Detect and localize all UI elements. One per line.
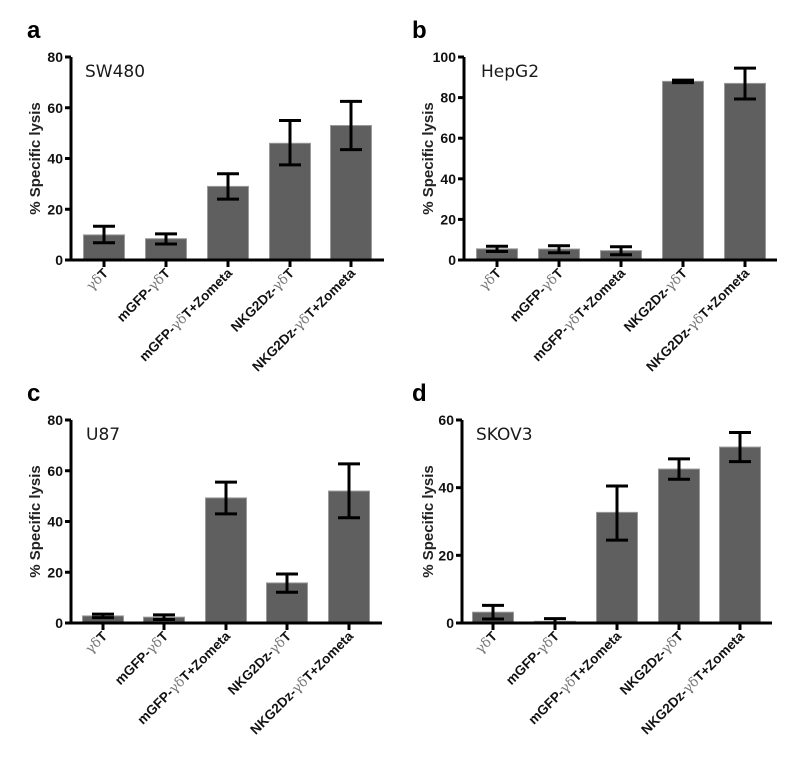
y-tick-label: 60 xyxy=(440,130,456,146)
error-bar xyxy=(92,612,114,620)
y-axis-title: % Specific lysis xyxy=(27,102,44,215)
y-tick-label: 40 xyxy=(47,151,63,167)
y-axis-title: % Specific lysis xyxy=(420,102,437,215)
x-tick-label: mGFP-γδT xyxy=(503,628,563,688)
x-tick-label: γδT xyxy=(83,265,112,294)
y-tick-label: 20 xyxy=(438,547,454,563)
y-tick-label: 40 xyxy=(438,480,454,496)
error-bar xyxy=(729,431,751,464)
y-axis-title: % Specific lysis xyxy=(420,465,437,578)
bar xyxy=(719,446,761,624)
y-tick-label: 80 xyxy=(47,49,63,65)
error-bar xyxy=(276,572,298,594)
error-bar xyxy=(734,66,756,101)
x-tick-label: γδT xyxy=(472,628,501,657)
x-tick-label: γδT xyxy=(82,628,111,657)
panel-c: c U87 % Specific lysis 0 20 40 60 80 γδTmGFP-γδT… xyxy=(27,380,382,738)
y-tick-label: 100 xyxy=(433,49,457,65)
panel-letter: d xyxy=(412,380,427,407)
error-bar xyxy=(217,172,239,201)
error-bar xyxy=(155,232,177,246)
error-bar xyxy=(279,118,301,167)
bar xyxy=(662,80,704,261)
x-tick-label: NKG2Dz-γδT+Zometa xyxy=(638,628,748,738)
error-bar xyxy=(548,244,570,255)
bar xyxy=(658,468,700,624)
y-tick-label: 60 xyxy=(47,100,63,116)
x-tick-label: mGFP-γδT xyxy=(507,265,567,325)
cell-line-title: SW480 xyxy=(85,62,145,82)
panel-letter: c xyxy=(27,380,40,407)
y-tick-label: 40 xyxy=(47,514,63,530)
y-tick-label: 0 xyxy=(55,615,63,631)
error-bar xyxy=(153,613,175,621)
y-axis-title: % Specific lysis xyxy=(27,465,44,578)
x-tick-label: NKG2Dz-γδT+Zometa xyxy=(643,265,753,375)
x-tick-label: γδT xyxy=(476,265,505,294)
panel-letter: a xyxy=(27,17,41,44)
cell-line-title: SKOV3 xyxy=(476,425,533,445)
cell-line-title: HepG2 xyxy=(481,62,539,82)
x-tick-label: NKG2Dz-γδT+Zometa xyxy=(247,628,357,738)
y-tick-label: 80 xyxy=(440,90,456,106)
bar xyxy=(205,497,247,624)
error-bar xyxy=(340,99,362,152)
error-bar xyxy=(668,457,690,481)
y-tick-label: 20 xyxy=(47,564,63,580)
panel-a: a SW480 % Specific lysis 0 20 40 60 80 γδTmGFP-γ… xyxy=(27,17,384,375)
bar xyxy=(724,82,766,261)
error-bar xyxy=(482,603,504,621)
error-bar xyxy=(215,480,237,516)
y-tick-label: 40 xyxy=(440,171,456,187)
y-tick-label: 60 xyxy=(438,412,454,428)
y-tick-label: 0 xyxy=(55,252,63,268)
x-tick-label: mGFP-γδT xyxy=(112,628,172,688)
error-bar xyxy=(606,484,628,542)
y-tick-label: 0 xyxy=(446,615,454,631)
panel-d: d SKOV3 % Specific lysis 0 20 40 60 γδTmGFP-γδT… xyxy=(412,380,772,738)
panel-letter: b xyxy=(412,17,427,44)
error-bar xyxy=(338,462,360,520)
cell-line-title: U87 xyxy=(86,425,120,445)
x-tick-label: NKG2Dz-γδT+Zometa xyxy=(249,265,359,375)
error-bar xyxy=(486,244,508,253)
panel-b: b HepG2 % Specific lysis 0 20 40 60 80 100 γδTmGF… xyxy=(412,17,777,375)
y-tick-label: 80 xyxy=(47,412,63,428)
y-tick-label: 20 xyxy=(440,211,456,227)
error-bar xyxy=(610,245,632,257)
error-bar xyxy=(93,224,115,245)
y-tick-label: 0 xyxy=(448,252,456,268)
error-bar xyxy=(672,78,694,85)
y-tick-label: 20 xyxy=(47,201,63,217)
x-tick-label: mGFP-γδT xyxy=(114,265,174,325)
y-tick-label: 60 xyxy=(47,463,63,479)
